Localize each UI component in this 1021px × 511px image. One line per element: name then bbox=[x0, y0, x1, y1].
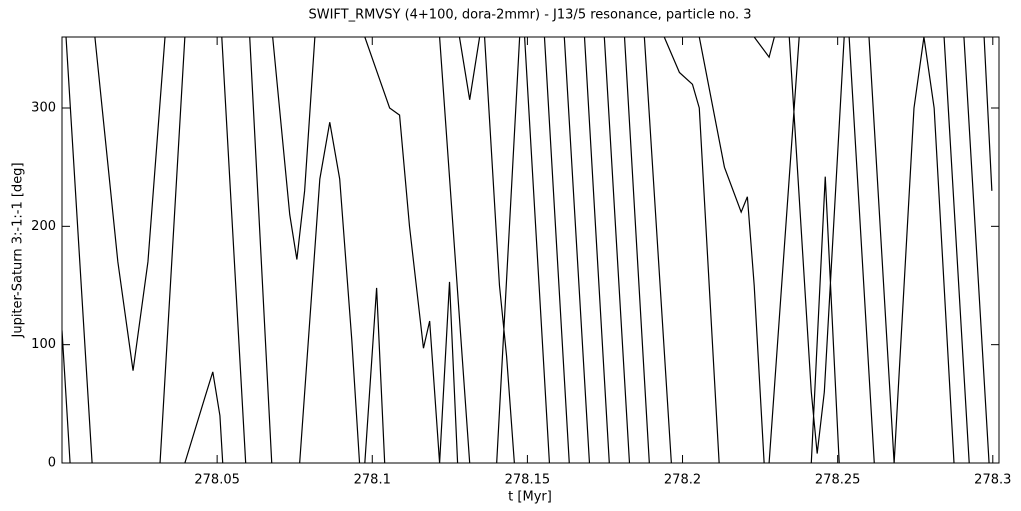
y-tick-label: 0 bbox=[48, 456, 56, 471]
x-tick-label: 278.2 bbox=[664, 473, 701, 488]
plot-frame bbox=[61, 36, 1000, 464]
x-axis-label: t [Myr] bbox=[508, 490, 552, 505]
x-tick-label: 278.3 bbox=[974, 473, 1011, 488]
x-tick-label: 278.15 bbox=[505, 473, 551, 488]
x-tick-label: 278.1 bbox=[354, 473, 391, 488]
data-line bbox=[62, 37, 993, 463]
y-axis-label: Jupiter-Saturn 3:-1:-1 [deg] bbox=[11, 162, 26, 338]
x-tick-label: 278.25 bbox=[815, 473, 861, 488]
y-tick-label: 200 bbox=[31, 219, 56, 234]
y-tick-label: 100 bbox=[31, 337, 56, 352]
x-tick-label: 278.05 bbox=[194, 473, 240, 488]
y-tick-label: 300 bbox=[31, 101, 56, 116]
chart-title: SWIFT_RMVSY (4+100, dora-2mmr) - J13/5 r… bbox=[308, 8, 751, 23]
